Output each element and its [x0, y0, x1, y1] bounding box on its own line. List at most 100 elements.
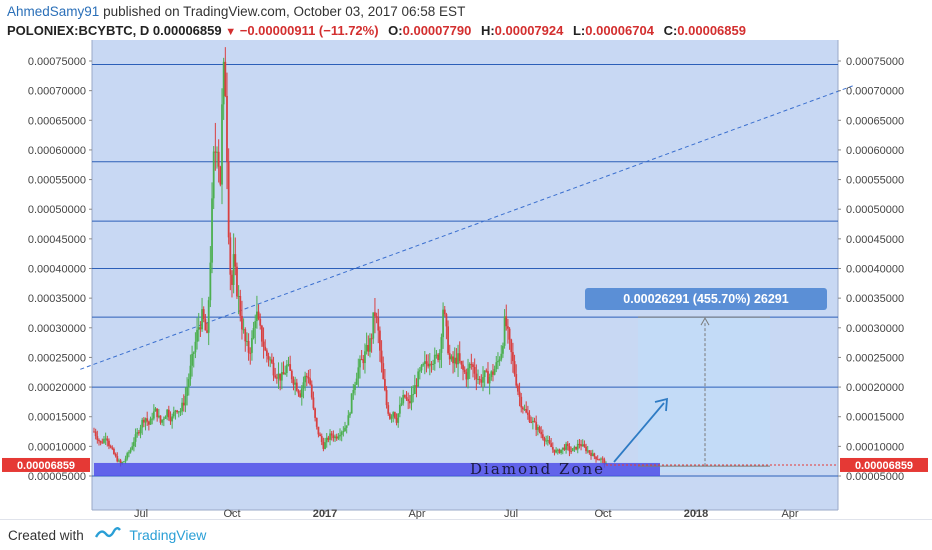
candle-body	[405, 397, 408, 400]
candle-body	[128, 452, 130, 454]
candle-body	[535, 422, 538, 430]
candle-body	[438, 352, 441, 360]
candle-body	[403, 394, 406, 398]
y-tick-label-left: 0.00070000	[28, 86, 86, 98]
candle-body	[482, 377, 484, 383]
down-triangle-icon: ▼	[225, 26, 237, 38]
candle-body	[448, 353, 451, 360]
candle-body	[374, 312, 376, 317]
candle-body	[324, 442, 326, 449]
candle-body	[585, 446, 587, 452]
candle-body	[292, 379, 295, 385]
candle-body	[315, 417, 318, 427]
y-tick-label-left: 0.00035000	[28, 293, 86, 305]
candle-body	[420, 365, 423, 371]
y-tick-label-left: 0.00050000	[28, 204, 86, 216]
candle-body	[596, 459, 599, 461]
candle-body	[432, 363, 435, 365]
candle-body	[174, 410, 177, 412]
candle-body	[365, 345, 368, 352]
candle-body	[465, 372, 468, 380]
candle-body	[593, 453, 596, 457]
candle-body	[445, 314, 448, 327]
candle-body	[212, 151, 215, 199]
x-tick-label: 2017	[313, 508, 337, 520]
candle-body	[513, 361, 516, 375]
x-tick-label: Apr	[781, 508, 798, 520]
candle-body	[270, 359, 273, 363]
candle-body	[355, 378, 358, 385]
candle-body	[159, 415, 162, 423]
candle-body	[407, 399, 410, 402]
candle-body	[196, 329, 198, 342]
candle-body	[214, 151, 217, 153]
candle-body	[247, 340, 250, 353]
candle-body	[475, 373, 478, 380]
y-tick-label-right: 0.00035000	[846, 293, 904, 305]
candle-body	[147, 421, 150, 425]
candle-body	[375, 316, 378, 318]
candle-body	[221, 104, 223, 185]
open-label: O:	[388, 23, 403, 38]
candle-body	[272, 362, 275, 376]
candle-body	[332, 435, 335, 439]
candle-body	[334, 436, 336, 439]
candle-body	[379, 330, 381, 351]
candle-body	[204, 318, 207, 331]
candle-body	[325, 437, 328, 443]
author-link[interactable]: AhmedSamy91	[7, 4, 100, 19]
candle-body	[460, 361, 463, 365]
tradingview-logo-icon[interactable]	[94, 525, 122, 547]
candle-body	[561, 447, 564, 450]
candle-body	[347, 415, 350, 426]
candle-body	[362, 359, 365, 364]
y-tick-label-left: 0.00040000	[28, 264, 86, 276]
y-tick-label-left: 0.00010000	[28, 441, 86, 453]
candle-body	[299, 393, 302, 397]
diamond-zone-label: Diamond Zone	[470, 460, 605, 478]
candle-body	[282, 372, 285, 375]
candle-body	[309, 378, 312, 385]
candle-body	[483, 370, 486, 378]
last-price-label-right: 0.00006859	[855, 460, 913, 472]
candle-body	[98, 440, 100, 442]
x-tick-label: Jul	[134, 508, 148, 520]
candle-body	[289, 364, 292, 371]
candle-body	[191, 353, 193, 366]
y-tick-label-left: 0.00020000	[28, 382, 86, 394]
candle-body	[151, 418, 154, 420]
high-value: 0.00007924	[494, 23, 564, 38]
price-chart[interactable]: Diamond Zone 0.00026291 (455.70%) 26291 0.…	[0, 0, 932, 520]
y-tick-label-left: 0.00045000	[28, 234, 86, 246]
x-tick-label: Oct	[223, 508, 240, 520]
candle-body	[116, 456, 119, 462]
candle-body	[548, 440, 551, 444]
candle-body	[580, 444, 582, 447]
candle-body	[134, 434, 137, 442]
candle-body	[201, 309, 203, 330]
candle-body	[277, 373, 280, 379]
candle-body	[591, 453, 594, 456]
candle-body	[425, 361, 428, 364]
candle-body	[545, 440, 548, 442]
candle-body	[118, 460, 120, 462]
candle-body	[146, 418, 149, 422]
candle-body	[492, 371, 494, 375]
candle-body	[295, 382, 298, 391]
candle-body	[156, 408, 159, 418]
candle-body	[236, 266, 238, 297]
candle-body	[422, 364, 425, 366]
candle-body	[485, 370, 488, 372]
candle-body	[581, 444, 584, 447]
candle-body	[186, 387, 188, 396]
candle-body	[224, 61, 227, 96]
published-text: published on TradingView.com, October 03…	[103, 4, 466, 19]
chart-header: AhmedSamy91 published on TradingView.com…	[7, 2, 927, 40]
candle-body	[103, 438, 105, 443]
tradingview-brand-link[interactable]: TradingView	[129, 527, 207, 543]
candle-body	[590, 452, 592, 456]
candle-body	[111, 447, 114, 449]
candle-body	[207, 300, 210, 333]
footer: Created with TradingView	[8, 524, 206, 546]
candle-body	[154, 408, 157, 412]
